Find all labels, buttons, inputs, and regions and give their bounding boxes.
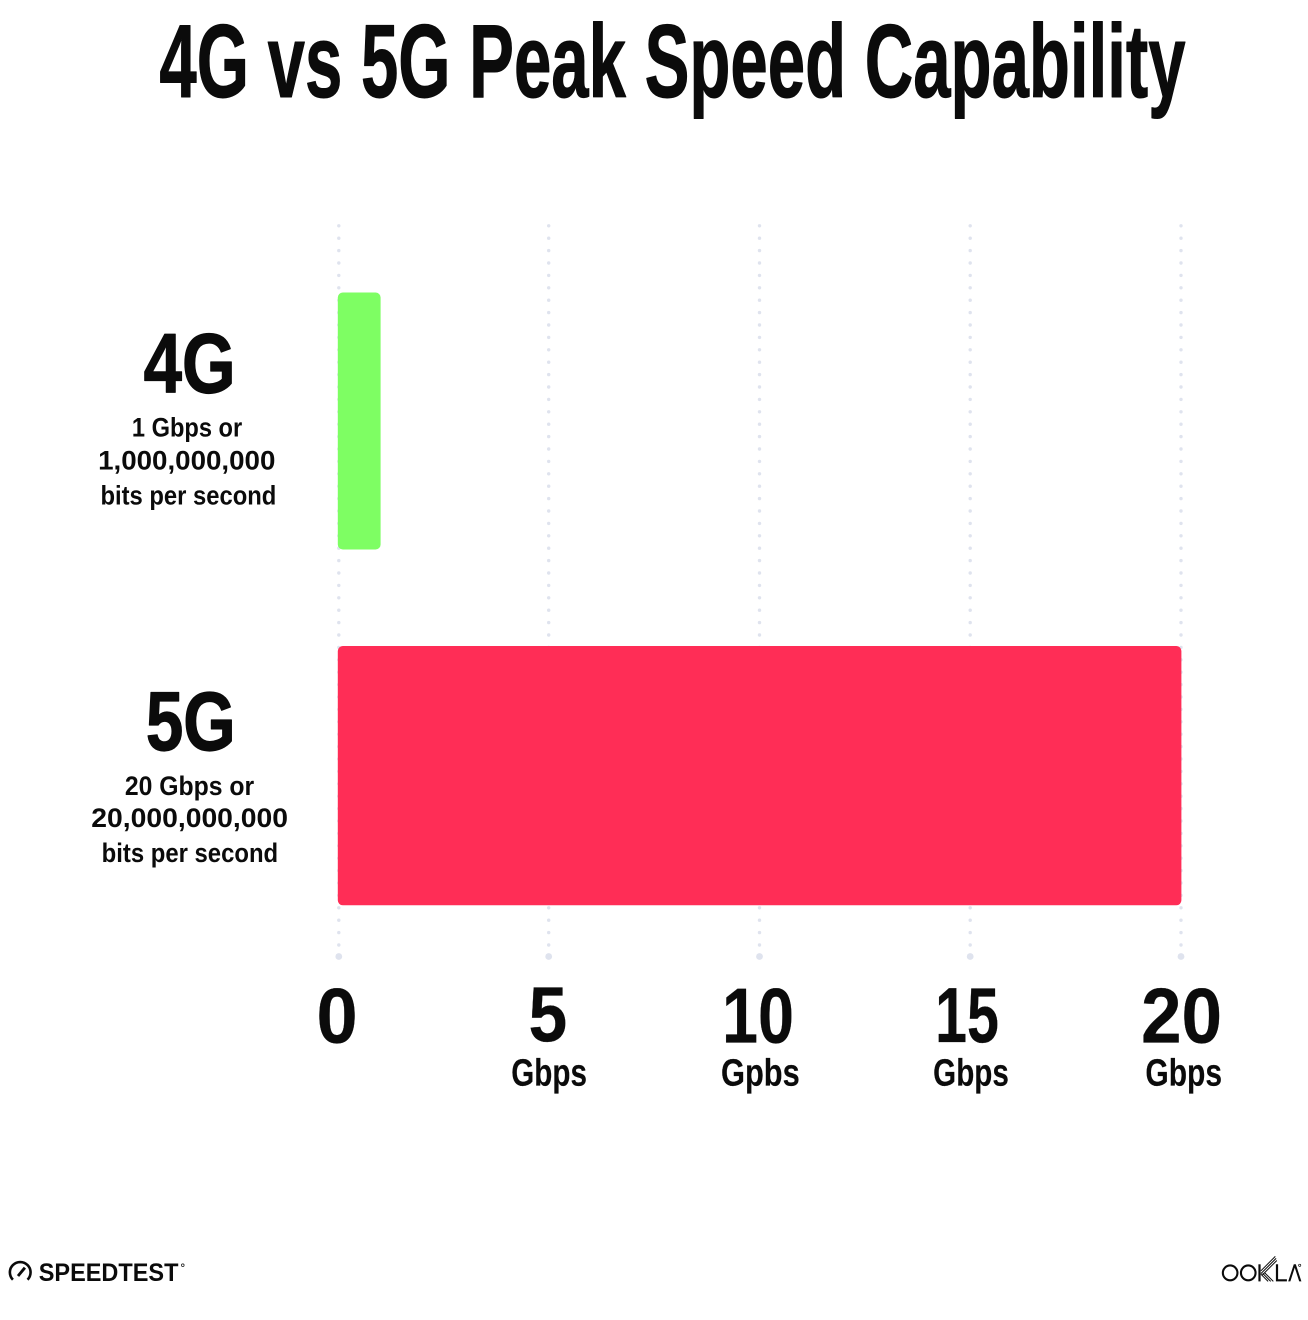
svg-text:20,000,000,000: 20,000,000,000	[91, 803, 288, 833]
svg-text:Gbps: Gbps	[1145, 1052, 1222, 1095]
svg-text:4G vs 5G Peak Speed Capability: 4G vs 5G Peak Speed Capability	[159, 4, 1185, 120]
svg-text:bits per second: bits per second	[100, 480, 276, 510]
svg-text:15: 15	[935, 971, 999, 1059]
svg-text:5: 5	[529, 970, 568, 1058]
svg-text:Gbps: Gbps	[933, 1052, 1009, 1095]
svg-text:Gbps: Gbps	[511, 1052, 587, 1095]
svg-text:20: 20	[1141, 972, 1222, 1060]
svg-text:0: 0	[317, 972, 358, 1060]
svg-text:SPEEDTEST: SPEEDTEST	[39, 1260, 179, 1287]
svg-text:1,000,000,000: 1,000,000,000	[98, 446, 275, 476]
svg-text:10: 10	[722, 972, 794, 1060]
svg-text:1 Gbps or: 1 Gbps or	[132, 413, 243, 443]
svg-text:4G: 4G	[144, 316, 236, 410]
svg-text:20 Gbps or: 20 Gbps or	[125, 771, 255, 801]
svg-text:bits per second: bits per second	[102, 838, 278, 868]
svg-text:5G: 5G	[146, 674, 236, 768]
svg-text:Gpbs: Gpbs	[721, 1052, 800, 1095]
